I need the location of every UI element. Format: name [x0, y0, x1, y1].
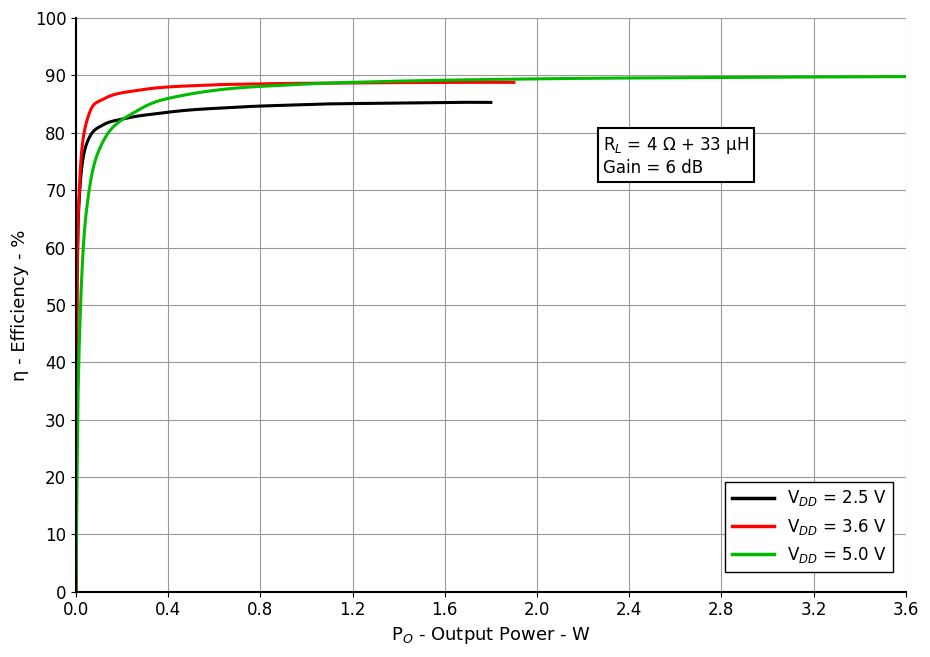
Y-axis label: η - Efficiency - %: η - Efficiency - %: [11, 229, 29, 380]
Legend: V$_{DD}$ = 2.5 V, V$_{DD}$ = 3.6 V, V$_{DD}$ = 5.0 V: V$_{DD}$ = 2.5 V, V$_{DD}$ = 3.6 V, V$_{…: [725, 482, 893, 572]
X-axis label: P$_O$ - Output Power - W: P$_O$ - Output Power - W: [391, 625, 591, 646]
Text: R$_L$ = 4 Ω + 33 μH
Gain = 6 dB: R$_L$ = 4 Ω + 33 μH Gain = 6 dB: [603, 135, 749, 177]
